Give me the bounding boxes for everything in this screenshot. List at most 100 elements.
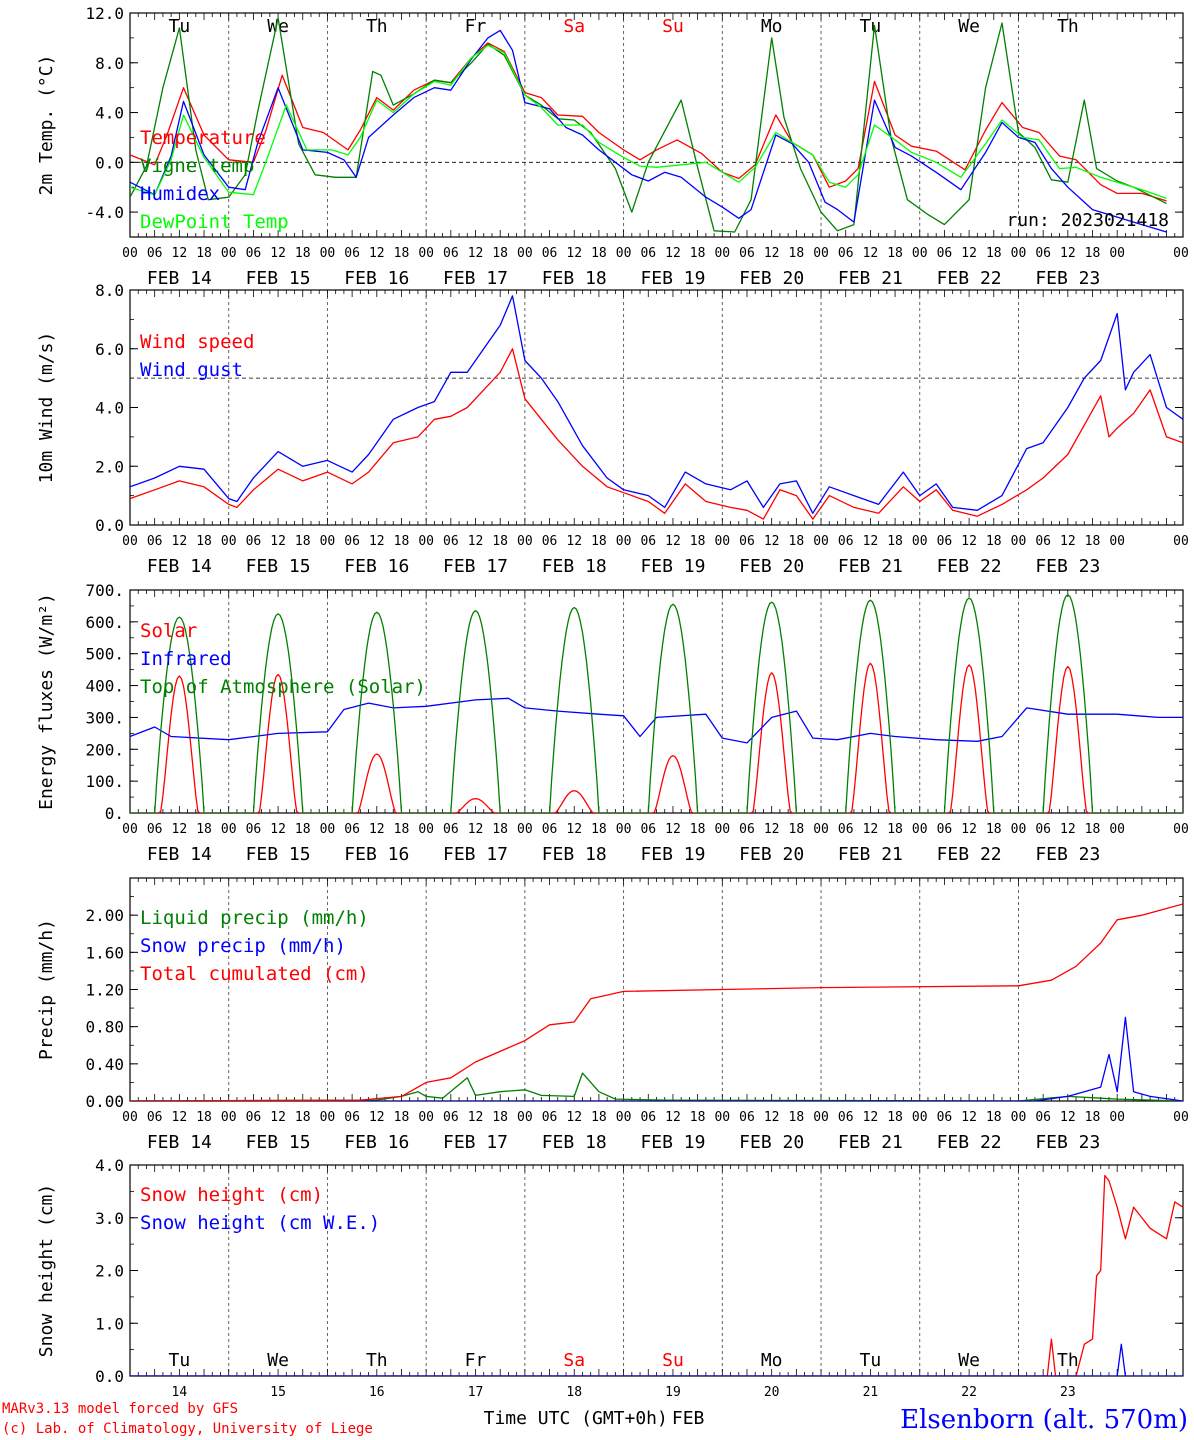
- hour-tick-label: 00: [1109, 534, 1125, 549]
- hour-tick-label: 06: [542, 822, 558, 837]
- legend-entry: Total cumulated (cm): [140, 963, 369, 985]
- hour-tick-label: 18: [196, 534, 212, 549]
- date-label: FEB 18: [542, 1132, 607, 1153]
- hour-tick-label: 12: [369, 822, 385, 837]
- weekday-label: We: [958, 16, 980, 37]
- y-tick-label: 2.00: [85, 906, 124, 925]
- hour-tick-label: 12: [1060, 534, 1076, 549]
- hour-tick-label: 00: [221, 822, 237, 837]
- weekday-label: Tu: [169, 16, 191, 37]
- hour-tick-label: 00: [1011, 1110, 1027, 1125]
- hour-tick-label: 00: [320, 246, 336, 261]
- date-label: FEB 16: [344, 1132, 409, 1153]
- hour-tick-label: 00: [1011, 246, 1027, 261]
- hour-tick-label: 06: [1035, 246, 1051, 261]
- hour-tick-label: 00: [714, 246, 730, 261]
- date-label: FEB 20: [739, 268, 804, 289]
- legend-entry: Snow height (cm): [140, 1184, 323, 1206]
- hour-tick-label: 00: [714, 534, 730, 549]
- hour-tick-label: 12: [764, 1110, 780, 1125]
- hour-tick-label: 18: [295, 534, 311, 549]
- hour-tick-label: 12: [1060, 246, 1076, 261]
- date-label: FEB 14: [147, 268, 212, 289]
- date-label: FEB 19: [640, 844, 705, 865]
- weekday-label: Th: [366, 1350, 388, 1371]
- hour-tick-label: 00: [1109, 1110, 1125, 1125]
- hour-tick-label: 12: [172, 534, 188, 549]
- legend-entry: DewPoint Temp: [140, 211, 289, 233]
- hour-tick-label: 00: [418, 822, 434, 837]
- hour-tick-label: 06: [937, 822, 953, 837]
- hour-tick-label: 18: [591, 534, 607, 549]
- hour-tick-label: 00: [517, 246, 533, 261]
- hour-tick-label: 00: [1109, 246, 1125, 261]
- series-line-liquid-precip-mm-h: [130, 1072, 1183, 1101]
- hour-tick-label: 12: [764, 822, 780, 837]
- weekday-label: Mo: [761, 16, 783, 37]
- hour-tick-label: 18: [196, 1110, 212, 1125]
- hour-tick-label: 12: [468, 1110, 484, 1125]
- y-tick-label: 4.0: [95, 104, 124, 123]
- legend-entry: Solar: [140, 620, 197, 642]
- hour-tick-label: 18: [492, 822, 508, 837]
- hour-tick-label: 00: [418, 1110, 434, 1125]
- hour-tick-label: 12: [468, 246, 484, 261]
- hour-tick-label: 00: [813, 822, 829, 837]
- date-label: FEB 16: [344, 844, 409, 865]
- weekday-label: We: [267, 16, 289, 37]
- series-line-wind-speed: [130, 348, 1183, 520]
- hour-tick-label: 06: [739, 534, 755, 549]
- day-number-label: 20: [764, 1385, 780, 1400]
- hour-tick-label: 00: [221, 534, 237, 549]
- hour-tick-label: 18: [1085, 822, 1101, 837]
- hour-tick-label: 00: [122, 1110, 138, 1125]
- y-tick-label: 300.: [85, 708, 124, 727]
- hour-tick-label: 18: [1085, 534, 1101, 549]
- hour-tick-label: 12: [270, 534, 286, 549]
- hour-tick-label: 18: [1085, 246, 1101, 261]
- hour-tick-label: 00: [320, 822, 336, 837]
- hour-tick-label: 12: [665, 822, 681, 837]
- weekday-label: Su: [662, 16, 684, 37]
- model-note: MARv3.13 model forced by GFS: [2, 1401, 238, 1417]
- hour-tick-label: 06: [246, 1110, 262, 1125]
- date-label: FEB 15: [246, 1132, 311, 1153]
- hour-tick-label: 12: [764, 534, 780, 549]
- y-tick-label: 2.0: [95, 1262, 124, 1281]
- temp-panel: -4.0 0.0 4.0 8.0 12.0 2m Temp. (°C) 00 06 12 18 00…: [36, 4, 1189, 289]
- hour-tick-label: 12: [863, 246, 879, 261]
- station-name: Elsenborn (alt. 570m): [900, 1405, 1188, 1435]
- y-tick-label: 400.: [85, 677, 124, 696]
- hour-tick-label: 00: [122, 246, 138, 261]
- hour-tick-label: 00: [1011, 822, 1027, 837]
- hour-tick-label: 12: [764, 246, 780, 261]
- hour-tick-label: 12: [863, 534, 879, 549]
- y-tick-label: 3.0: [95, 1209, 124, 1228]
- run-annotation: run: 2023021418: [1006, 210, 1169, 231]
- y-tick-label: 4.0: [95, 1156, 124, 1175]
- y-tick-label: 600.: [85, 613, 124, 632]
- day-number-label: 23: [1060, 1385, 1076, 1400]
- hour-tick-label: 00: [418, 534, 434, 549]
- hour-tick-label: 12: [1060, 822, 1076, 837]
- date-label: FEB 20: [739, 844, 804, 865]
- weekday-label: Sa: [563, 1350, 585, 1371]
- y-tick-label: 0.0: [95, 153, 124, 172]
- hour-tick-label: 00: [813, 1110, 829, 1125]
- hour-tick-label: 18: [591, 822, 607, 837]
- y-tick-label: 1.20: [85, 981, 124, 1000]
- y-tick-label: 100.: [85, 772, 124, 791]
- hour-tick-label: 12: [961, 246, 977, 261]
- hour-tick-label: 00: [813, 534, 829, 549]
- hour-tick-label: 06: [1035, 822, 1051, 837]
- xlabel: Time UTC (GMT+0h): [484, 1408, 668, 1429]
- hour-tick-label: 18: [295, 1110, 311, 1125]
- weekday-label: Tu: [169, 1350, 191, 1371]
- hour-tick-label: 06: [443, 822, 459, 837]
- weekday-label: Tu: [860, 16, 882, 37]
- y-tick-label: 2.0: [95, 457, 124, 476]
- hour-tick-label: 00: [912, 822, 928, 837]
- y-tick-label: 700.: [85, 581, 124, 600]
- hour-tick-label: 00: [221, 1110, 237, 1125]
- date-label: FEB 22: [937, 268, 1002, 289]
